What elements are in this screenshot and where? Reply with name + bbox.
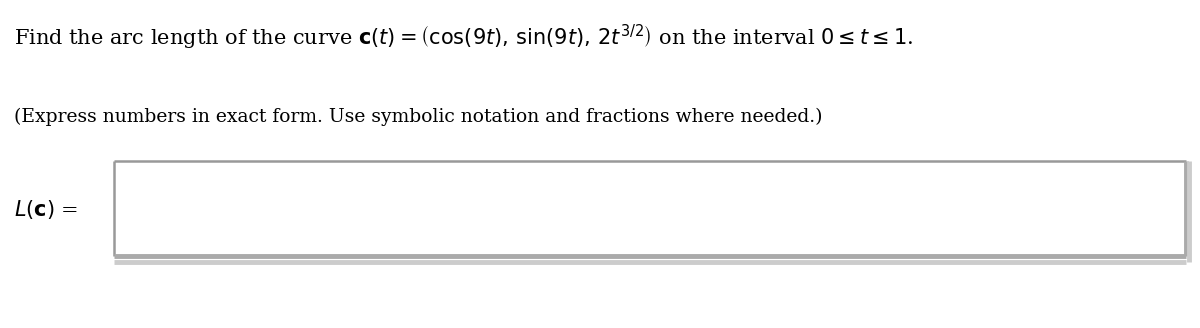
FancyBboxPatch shape [114,161,1186,256]
Text: Find the arc length of the curve $\mathbf{c}(t) = \left(\cos(9t),\, \sin(9t),\, : Find the arc length of the curve $\mathb… [14,23,913,52]
Text: $L(\mathbf{c})$ =: $L(\mathbf{c})$ = [14,198,79,221]
Text: (Express numbers in exact form. Use symbolic notation and fractions where needed: (Express numbers in exact form. Use symb… [14,108,823,127]
